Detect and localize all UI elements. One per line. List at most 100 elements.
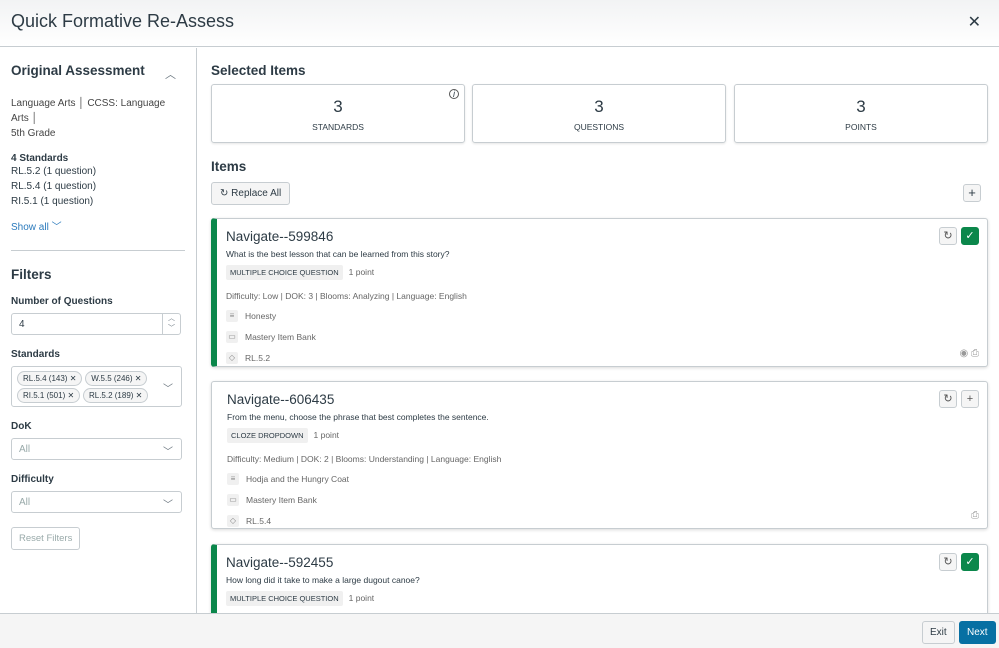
item-points: 1 point xyxy=(348,267,375,277)
item-details: Difficulty: Low | DOK: 3 | Blooms: Analy… xyxy=(226,291,467,301)
passage-icon: ≡ xyxy=(227,473,239,485)
standard-tag[interactable]: W.5.5 (246) ✕ xyxy=(85,371,148,386)
chevron-down-icon: ﹀ xyxy=(163,500,173,511)
divider xyxy=(11,250,185,251)
replace-item-button[interactable]: ↻ xyxy=(939,553,957,571)
selected-checkbox[interactable]: ✓ xyxy=(961,553,979,571)
standard-tag[interactable]: RL.5.4 (143) ✕ xyxy=(17,371,83,386)
stat-points: 3 POINTS xyxy=(734,84,988,143)
item-type-badge: MULTIPLE CHOICE QUESTION xyxy=(226,265,343,280)
item-passage: Hodja and the Hungry Coat xyxy=(246,474,350,484)
standard-item: RL.5.4 (1 question) xyxy=(11,181,97,192)
item-bank: Mastery Item Bank xyxy=(245,332,316,342)
chevron-down-icon[interactable]: ﹀ xyxy=(163,384,173,395)
stepper-icon[interactable]: ︿ ﹀ xyxy=(162,314,180,334)
stat-label: STANDARDS xyxy=(312,122,364,132)
dok-label: DoK xyxy=(11,421,32,432)
difficulty-select[interactable]: All ﹀ xyxy=(11,491,182,513)
close-icon[interactable]: ✕ xyxy=(967,14,981,31)
subject: Language Arts xyxy=(11,98,76,109)
item-question: What is the best lesson that can be lear… xyxy=(226,249,450,259)
chevron-up-icon[interactable]: ︿ xyxy=(165,69,176,81)
stat-value: 3 xyxy=(856,97,866,116)
stat-value: 3 xyxy=(333,97,343,116)
replace-item-button[interactable]: ↻ xyxy=(939,390,957,408)
reset-filters-button[interactable]: Reset Filters xyxy=(11,527,81,550)
standard-tag[interactable]: RI.5.1 (501) ✕ xyxy=(17,388,81,403)
passage-icon: ≡ xyxy=(226,310,238,322)
item-title[interactable]: Navigate--599846 xyxy=(226,229,334,244)
standards-count: 4 Standards xyxy=(11,153,69,164)
selected-items-title: Selected Items xyxy=(211,63,306,78)
item-title[interactable]: Navigate--606435 xyxy=(227,392,335,407)
num-questions-label: Number of Questions xyxy=(11,296,113,307)
item-standard: RL.5.2 xyxy=(245,353,271,363)
difficulty-value: All xyxy=(19,497,31,508)
standard-item: RI.5.1 (1 question) xyxy=(11,196,94,207)
refresh-icon: ↻ xyxy=(220,188,229,199)
tag-icon: ◇ xyxy=(227,515,239,527)
add-item-button[interactable]: + xyxy=(961,390,979,408)
tag-label: RI.5.1 (501) xyxy=(23,391,66,400)
add-item-button[interactable]: + xyxy=(963,184,981,202)
dok-value: All xyxy=(19,444,31,455)
standards-multiselect[interactable]: RL.5.4 (143) ✕ W.5.5 (246) ✕ RI.5.1 (501… xyxy=(11,366,182,407)
stat-label: POINTS xyxy=(845,122,877,132)
difficulty-label: Difficulty xyxy=(11,474,54,485)
tag-icon: ◇ xyxy=(226,352,238,364)
print-icon[interactable]: ⎙ xyxy=(971,510,979,521)
item-card: Navigate--599846 What is the best lesson… xyxy=(211,218,988,367)
item-details: Difficulty: Medium | DOK: 2 | Blooms: Un… xyxy=(227,454,502,464)
tag-label: RL.5.2 (189) xyxy=(88,391,134,400)
filters-title: Filters xyxy=(11,267,52,282)
view-icon[interactable]: ◉ xyxy=(959,348,969,359)
sidebar: Original Assessment ︿ Language Arts │ CC… xyxy=(0,48,197,613)
item-question: From the menu, choose the phrase that be… xyxy=(227,412,489,422)
item-points: 1 point xyxy=(313,430,340,440)
info-icon[interactable]: i xyxy=(449,89,459,99)
assessment-meta: Language Arts │ CCSS: Language Arts │ 5th… xyxy=(11,98,166,139)
standard-item: RL.5.2 (1 question) xyxy=(11,166,97,177)
dok-select[interactable]: All ﹀ xyxy=(11,438,182,460)
item-bank: Mastery Item Bank xyxy=(246,495,317,505)
exit-button[interactable]: Exit xyxy=(922,621,955,644)
replace-item-button[interactable]: ↻ xyxy=(939,227,957,245)
replace-all-label: Replace All xyxy=(231,188,282,199)
modal-title: Quick Formative Re-Assess xyxy=(11,11,235,31)
item-type-badge: MULTIPLE CHOICE QUESTION xyxy=(226,591,343,606)
item-standard: RL.5.4 xyxy=(246,516,272,526)
framework: CCSS: Language Arts xyxy=(11,98,166,124)
replace-all-button[interactable]: ↻ Replace All xyxy=(211,182,291,205)
standards-label: Standards xyxy=(11,349,60,360)
item-passage: Honesty xyxy=(245,311,277,321)
modal-header: Quick Formative Re-Assess ✕ xyxy=(0,0,999,47)
num-questions-input[interactable]: 4 ︿ ﹀ xyxy=(11,313,181,335)
stat-questions: 3 QUESTIONS xyxy=(472,84,726,143)
original-assessment-title: Original Assessment xyxy=(11,63,145,78)
item-type-badge: CLOZE DROPDOWN xyxy=(227,428,308,443)
selected-checkbox[interactable]: ✓ xyxy=(961,227,979,245)
main-content: Selected Items i 3 STANDARDS 3 QUESTIONS 3 P… xyxy=(198,48,999,613)
num-questions-value: 4 xyxy=(19,319,25,330)
chevron-down-icon: ﹀ xyxy=(163,447,173,458)
bank-icon: ▭ xyxy=(227,494,239,506)
item-points: 1 point xyxy=(348,593,375,603)
tag-label: RL.5.4 (143) xyxy=(23,374,68,383)
item-title[interactable]: Navigate--592455 xyxy=(226,555,334,570)
print-icon[interactable]: ⎙ xyxy=(971,348,979,359)
show-all-link[interactable]: Show all ﹀ xyxy=(11,222,62,233)
show-all-label: Show all xyxy=(11,222,49,233)
bank-icon: ▭ xyxy=(226,331,238,343)
tag-label: W.5.5 (246) xyxy=(91,374,133,383)
item-question: How long did it take to make a large dug… xyxy=(226,575,420,585)
stat-label: QUESTIONS xyxy=(573,122,625,132)
standard-tag[interactable]: RL.5.2 (189) ✕ xyxy=(82,388,149,403)
stat-value: 3 xyxy=(594,97,604,116)
item-footer-icons: ◉ ⎙ xyxy=(959,348,979,359)
item-card: Navigate--606435 From the menu, choose t… xyxy=(211,381,988,529)
item-card: Navigate--592455 How long did it take to… xyxy=(211,544,988,613)
grade: 5th Grade xyxy=(11,128,56,139)
items-title: Items xyxy=(211,159,247,174)
footer: Exit Next xyxy=(0,613,999,648)
next-button[interactable]: Next xyxy=(959,621,996,644)
